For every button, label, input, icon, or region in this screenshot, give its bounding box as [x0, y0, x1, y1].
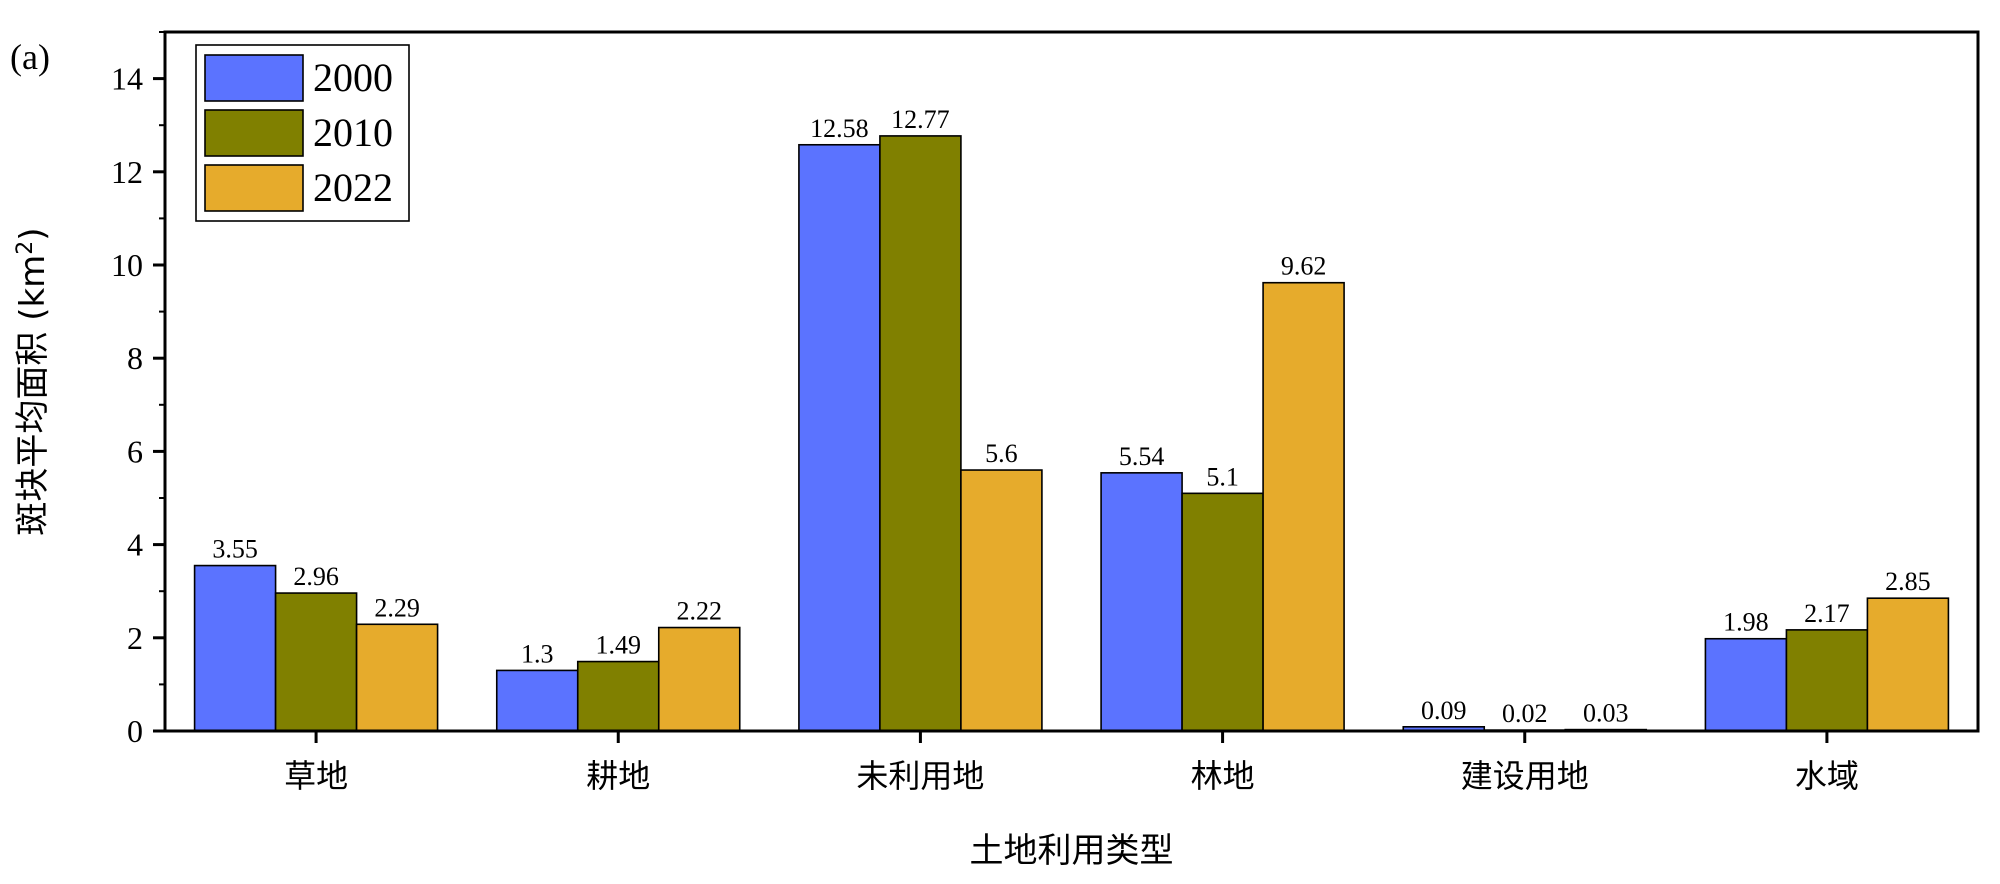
y-tick-label: 10 [111, 247, 143, 283]
data-label: 9.62 [1281, 252, 1327, 281]
bar-2010-3 [1181, 492, 1264, 732]
data-label: 3.55 [212, 535, 258, 564]
bar-2010-5 [1785, 629, 1869, 732]
x-tick-label: 林地 [1191, 757, 1255, 795]
bar-2022-2 [960, 469, 1043, 732]
y-tick-label: 8 [127, 340, 143, 376]
bar-2022-5 [1866, 597, 1950, 732]
y-tick-label: 14 [111, 61, 143, 97]
y-tick-label: 12 [111, 154, 143, 190]
data-label: 0.03 [1583, 699, 1629, 728]
data-label: 5.54 [1119, 442, 1165, 471]
y-tick-label: 0 [127, 713, 143, 749]
y-tick-label: 6 [127, 433, 143, 469]
data-label: 5.6 [985, 439, 1018, 468]
x-tick-label: 水域 [1795, 757, 1859, 795]
legend-label: 2010 [313, 110, 393, 155]
bar-2022-3 [1262, 281, 1345, 732]
bar-2000-5 [1704, 637, 1788, 732]
bar-2010-1 [576, 660, 660, 732]
data-label: 1.49 [596, 631, 642, 660]
bar-2022-0 [355, 623, 439, 732]
legend-label: 2000 [313, 55, 393, 100]
data-label: 2.22 [677, 597, 723, 626]
data-label: 2.85 [1885, 567, 1931, 596]
x-tick-label: 耕地 [586, 757, 650, 795]
data-label: 2.17 [1804, 599, 1850, 628]
data-label: 0.09 [1421, 696, 1467, 725]
x-tick-label: 未利用地 [856, 757, 984, 795]
legend-label: 2022 [313, 165, 393, 210]
legend-swatch-2010 [204, 109, 304, 157]
data-label: 1.98 [1723, 608, 1769, 637]
x-tick-label: 草地 [284, 757, 348, 795]
bar-2000-0 [193, 564, 277, 732]
data-label: 12.77 [891, 105, 950, 134]
x-axis-title: 土地利用类型 [970, 831, 1174, 871]
data-label: 5.1 [1206, 462, 1239, 491]
bar-2000-2 [798, 143, 881, 732]
data-label: 2.29 [374, 593, 420, 622]
bar-2010-2 [879, 135, 962, 732]
data-label: 12.58 [810, 114, 869, 143]
y-tick-label: 2 [127, 620, 143, 656]
data-label: 1.3 [521, 639, 554, 668]
bar-2000-1 [495, 669, 579, 732]
legend-swatch-2000 [204, 54, 304, 102]
x-tick-label: 建设用地 [1461, 757, 1589, 795]
data-label: 2.96 [293, 562, 339, 591]
plot-frame [163, 30, 1980, 733]
legend-swatch-2022 [204, 164, 304, 212]
y-tick-label: 4 [127, 527, 143, 563]
data-label: 0.02 [1502, 699, 1548, 728]
panel-label: (a) [10, 37, 50, 77]
y-axis-title: 斑块平均面积 (km2) [13, 227, 53, 535]
bar-2010-0 [274, 592, 358, 732]
bar-2000-3 [1100, 472, 1183, 732]
bar-2022-1 [657, 626, 741, 732]
